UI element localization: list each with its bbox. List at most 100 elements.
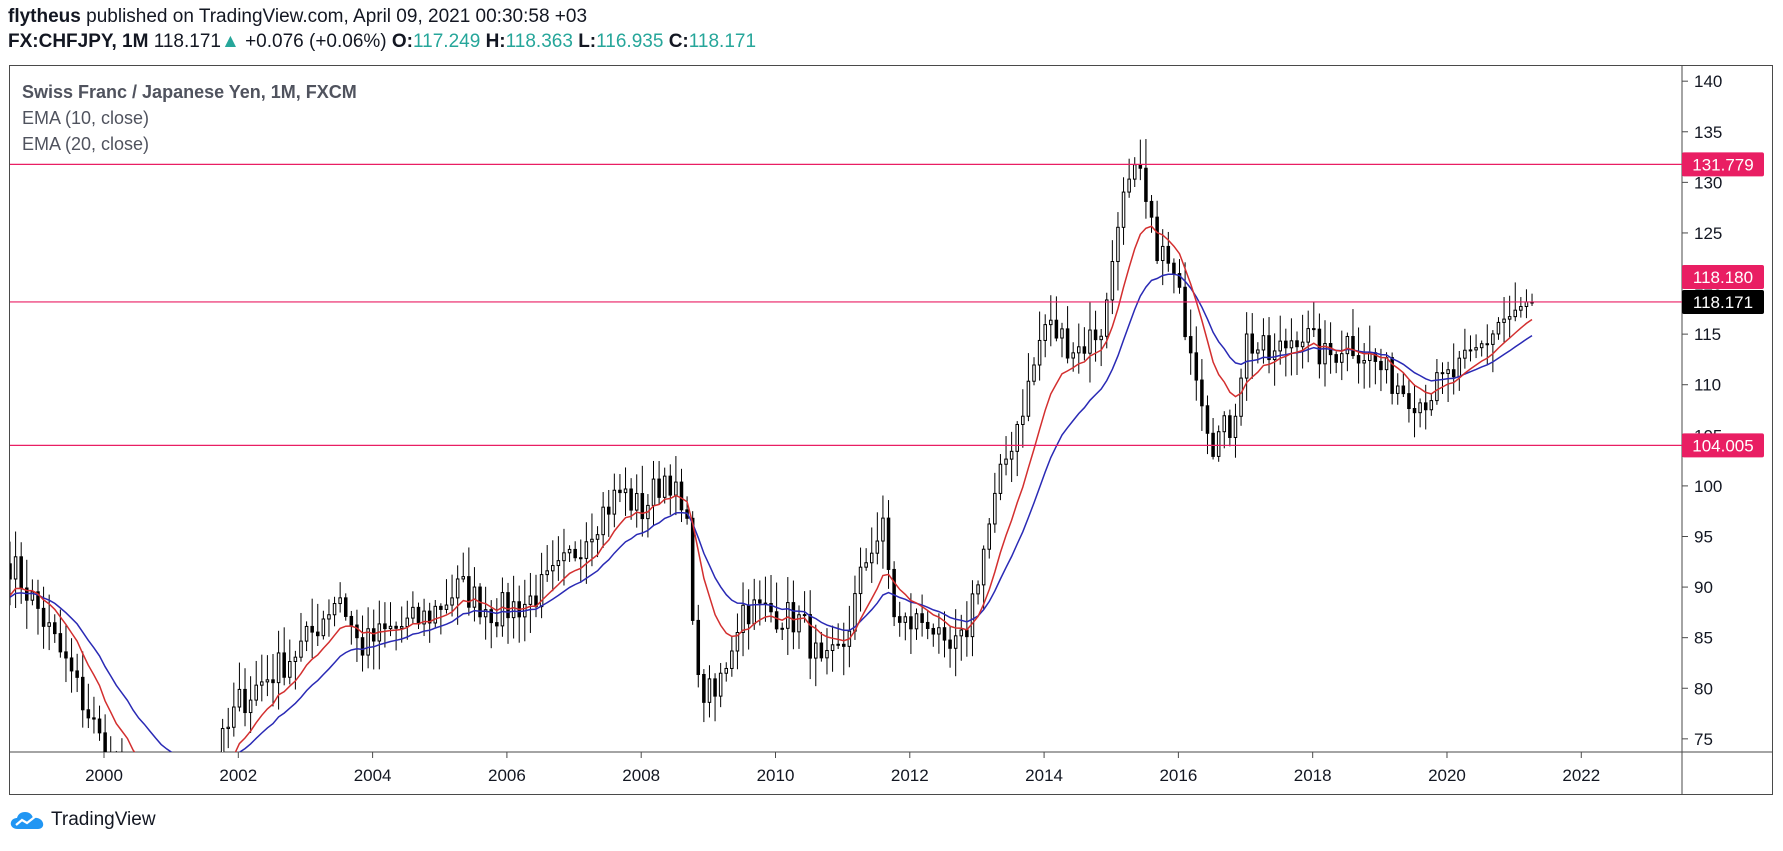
close-label: C: (668, 31, 689, 52)
chart-frame[interactable] (9, 65, 1773, 795)
candle-down (791, 602, 796, 633)
candle-up (30, 591, 35, 601)
candle-up (1049, 319, 1053, 326)
candle-up (293, 656, 298, 663)
candle-down (746, 604, 751, 625)
candle-up (1222, 415, 1227, 433)
low-value: 116.935 (596, 31, 664, 52)
candle-up (1463, 349, 1467, 359)
candle-down (160, 803, 163, 806)
candle-down (679, 481, 684, 511)
candle-down (1082, 346, 1087, 354)
candle-up (881, 517, 885, 542)
candle-up (327, 614, 331, 620)
candle-up (444, 604, 449, 610)
candle-down (1267, 335, 1271, 361)
candle-up (321, 618, 326, 637)
candle-up (1105, 299, 1109, 337)
candle-up (786, 602, 790, 629)
candle-up (1071, 352, 1075, 359)
candle-up (1418, 402, 1422, 414)
candle-up (953, 635, 958, 649)
symbol-ohlc-bar: FX:CHFJPY, 1M 118.171▲ +0.076 (+0.06%) O… (8, 31, 756, 53)
legend-ema-10[interactable]: EMA (10, close) (22, 108, 150, 128)
candle-up (914, 613, 919, 630)
candle-down (931, 627, 936, 635)
candle-up (1037, 339, 1042, 366)
candle-down (1194, 352, 1199, 381)
candle-up (332, 603, 337, 616)
candle-down (439, 605, 443, 610)
candle-up (1446, 369, 1450, 374)
candle-down (618, 489, 622, 494)
tradingview-logo[interactable]: TradingView (9, 808, 156, 832)
candle-up (1132, 164, 1137, 180)
candle-up (623, 488, 628, 494)
candle-down (1379, 360, 1383, 371)
legend-ema-20[interactable]: EMA (20, close) (22, 134, 150, 154)
candle-up (1088, 329, 1092, 354)
candle-down (640, 493, 645, 520)
candle-up (752, 599, 756, 625)
candle-down (758, 599, 762, 604)
candle-up (1300, 341, 1305, 348)
candle-up (232, 706, 236, 728)
candle-down (606, 506, 611, 515)
candle-up (528, 595, 533, 605)
candle-down (1250, 333, 1255, 354)
candle-up (595, 534, 600, 540)
up-arrow-icon: ▲ (220, 31, 240, 52)
candle-down (271, 679, 275, 684)
candle-down (1183, 286, 1187, 338)
y-tick-label: 140 (1694, 72, 1722, 91)
candle-up (13, 556, 18, 580)
candle-down (1155, 216, 1159, 262)
candle-up (411, 606, 415, 619)
candle-up (1278, 340, 1282, 352)
candle-down (177, 789, 180, 805)
candle-down (1138, 164, 1143, 169)
publish-date: published on TradingView.com, April 09, … (86, 6, 588, 27)
candle-down (1312, 328, 1316, 331)
candle-up (1340, 353, 1344, 363)
candle-up (338, 597, 342, 605)
candle-down (909, 616, 913, 630)
candle-down (948, 639, 952, 649)
y-tick-label: 100 (1694, 477, 1722, 496)
candle-down (316, 631, 320, 637)
candle-down (819, 642, 824, 659)
candle-up (276, 652, 281, 684)
candle-up (735, 632, 740, 652)
candle-down (193, 785, 196, 800)
candle-up (171, 789, 174, 791)
candle-up (500, 592, 505, 627)
last-price-label: 118.171 (1693, 293, 1753, 312)
candle-down (343, 597, 348, 617)
candle-up (422, 610, 426, 625)
candle-down (383, 623, 387, 630)
y-tick-label: 135 (1694, 123, 1722, 142)
horizontal-line-tag (1682, 433, 1764, 458)
candle-up (237, 688, 242, 708)
horizontal-line-label: 104.005 (1692, 436, 1753, 455)
x-tick-label: 2018 (1294, 766, 1332, 785)
y-tick-label: 115 (1694, 325, 1721, 344)
candle-down (1334, 354, 1338, 363)
candle-up (1026, 380, 1031, 417)
high-label: H: (485, 31, 506, 52)
candle-down (1451, 369, 1456, 378)
candle-down (132, 773, 135, 801)
candle-down (1149, 200, 1154, 218)
candle-up (651, 478, 656, 506)
candle-up (830, 644, 835, 652)
candle-up (724, 667, 729, 674)
candle-down (920, 613, 924, 623)
candle-up (545, 570, 549, 576)
legend-title[interactable]: Swiss Franc / Japanese Yen, 1M, FXCM (22, 82, 357, 102)
candle-up (601, 506, 605, 536)
author-name[interactable]: flytheus (8, 6, 81, 27)
candle-up (1345, 335, 1350, 355)
x-tick-label: 2008 (622, 766, 660, 785)
x-tick-label: 2022 (1562, 766, 1600, 785)
